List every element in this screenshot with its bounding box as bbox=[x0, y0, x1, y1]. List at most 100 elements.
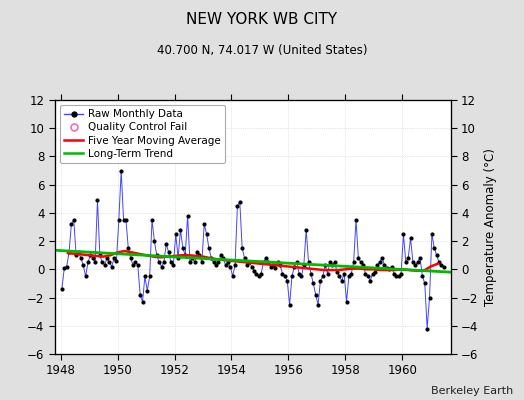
Point bbox=[354, 255, 363, 261]
Point bbox=[191, 259, 199, 266]
Point bbox=[390, 270, 398, 277]
Point bbox=[174, 255, 182, 261]
Point bbox=[356, 259, 365, 266]
Point bbox=[337, 278, 346, 284]
Point bbox=[62, 263, 71, 270]
Point bbox=[252, 270, 260, 277]
Point bbox=[96, 252, 104, 258]
Point bbox=[378, 255, 386, 261]
Point bbox=[362, 270, 370, 277]
Point bbox=[368, 270, 377, 277]
Point bbox=[300, 262, 308, 268]
Point bbox=[207, 255, 215, 261]
Point bbox=[146, 273, 154, 280]
Point bbox=[150, 238, 159, 244]
Point bbox=[224, 259, 232, 266]
Point bbox=[328, 262, 336, 268]
Legend: Raw Monthly Data, Quality Control Fail, Five Year Moving Average, Long-Term Tren: Raw Monthly Data, Quality Control Fail, … bbox=[60, 105, 225, 163]
Point bbox=[231, 262, 239, 268]
Point bbox=[376, 259, 384, 266]
Point bbox=[84, 259, 92, 266]
Point bbox=[323, 270, 332, 277]
Point bbox=[373, 262, 381, 268]
Point bbox=[247, 263, 256, 270]
Point bbox=[112, 258, 121, 264]
Point bbox=[411, 262, 420, 268]
Point bbox=[219, 255, 227, 261]
Point bbox=[350, 259, 358, 266]
Point bbox=[281, 273, 289, 280]
Point bbox=[371, 269, 379, 275]
Point bbox=[138, 298, 147, 305]
Point bbox=[430, 245, 439, 251]
Point bbox=[416, 255, 424, 261]
Point bbox=[221, 262, 230, 268]
Point bbox=[347, 270, 355, 277]
Point bbox=[157, 263, 166, 270]
Text: Berkeley Earth: Berkeley Earth bbox=[431, 386, 514, 396]
Point bbox=[67, 221, 75, 227]
Point bbox=[331, 259, 339, 266]
Point bbox=[198, 259, 206, 266]
Point bbox=[276, 262, 285, 268]
Point bbox=[143, 287, 151, 294]
Point bbox=[74, 249, 83, 256]
Point bbox=[181, 252, 189, 258]
Point bbox=[257, 270, 265, 277]
Point bbox=[188, 255, 196, 261]
Point bbox=[81, 273, 90, 280]
Point bbox=[186, 259, 194, 266]
Point bbox=[131, 259, 139, 266]
Point bbox=[91, 259, 99, 266]
Point bbox=[413, 259, 422, 266]
Point bbox=[124, 245, 133, 251]
Point bbox=[435, 259, 443, 266]
Point bbox=[183, 212, 192, 219]
Point bbox=[167, 259, 175, 266]
Point bbox=[359, 262, 367, 268]
Point bbox=[423, 326, 431, 332]
Point bbox=[241, 255, 249, 261]
Point bbox=[321, 262, 330, 268]
Point bbox=[105, 259, 114, 266]
Point bbox=[421, 280, 429, 287]
Point bbox=[326, 259, 334, 266]
Point bbox=[309, 280, 318, 287]
Point bbox=[418, 273, 427, 280]
Point bbox=[160, 259, 168, 266]
Point bbox=[171, 231, 180, 237]
Point bbox=[233, 203, 242, 209]
Point bbox=[155, 259, 163, 266]
Point bbox=[307, 270, 315, 277]
Point bbox=[79, 262, 88, 268]
Point bbox=[316, 278, 325, 284]
Point bbox=[117, 167, 125, 174]
Point bbox=[165, 249, 173, 256]
Point bbox=[278, 270, 287, 277]
Point bbox=[428, 231, 436, 237]
Point bbox=[407, 235, 415, 242]
Point bbox=[437, 262, 445, 268]
Point bbox=[216, 252, 225, 258]
Point bbox=[269, 262, 277, 268]
Point bbox=[107, 263, 116, 270]
Point bbox=[266, 263, 275, 270]
Point bbox=[58, 286, 66, 292]
Point bbox=[364, 273, 372, 280]
Point bbox=[286, 302, 294, 308]
Y-axis label: Temperature Anomaly (°C): Temperature Anomaly (°C) bbox=[484, 148, 497, 306]
Point bbox=[333, 269, 341, 275]
Point bbox=[122, 217, 130, 223]
Point bbox=[385, 266, 394, 272]
Point bbox=[193, 249, 201, 256]
Point bbox=[292, 259, 301, 266]
Point bbox=[304, 259, 313, 266]
Point bbox=[141, 273, 149, 280]
Point bbox=[236, 198, 244, 205]
Point bbox=[250, 268, 258, 274]
Point bbox=[319, 273, 327, 280]
Point bbox=[366, 278, 375, 284]
Point bbox=[103, 255, 111, 261]
Point bbox=[65, 249, 73, 256]
Point bbox=[243, 262, 251, 268]
